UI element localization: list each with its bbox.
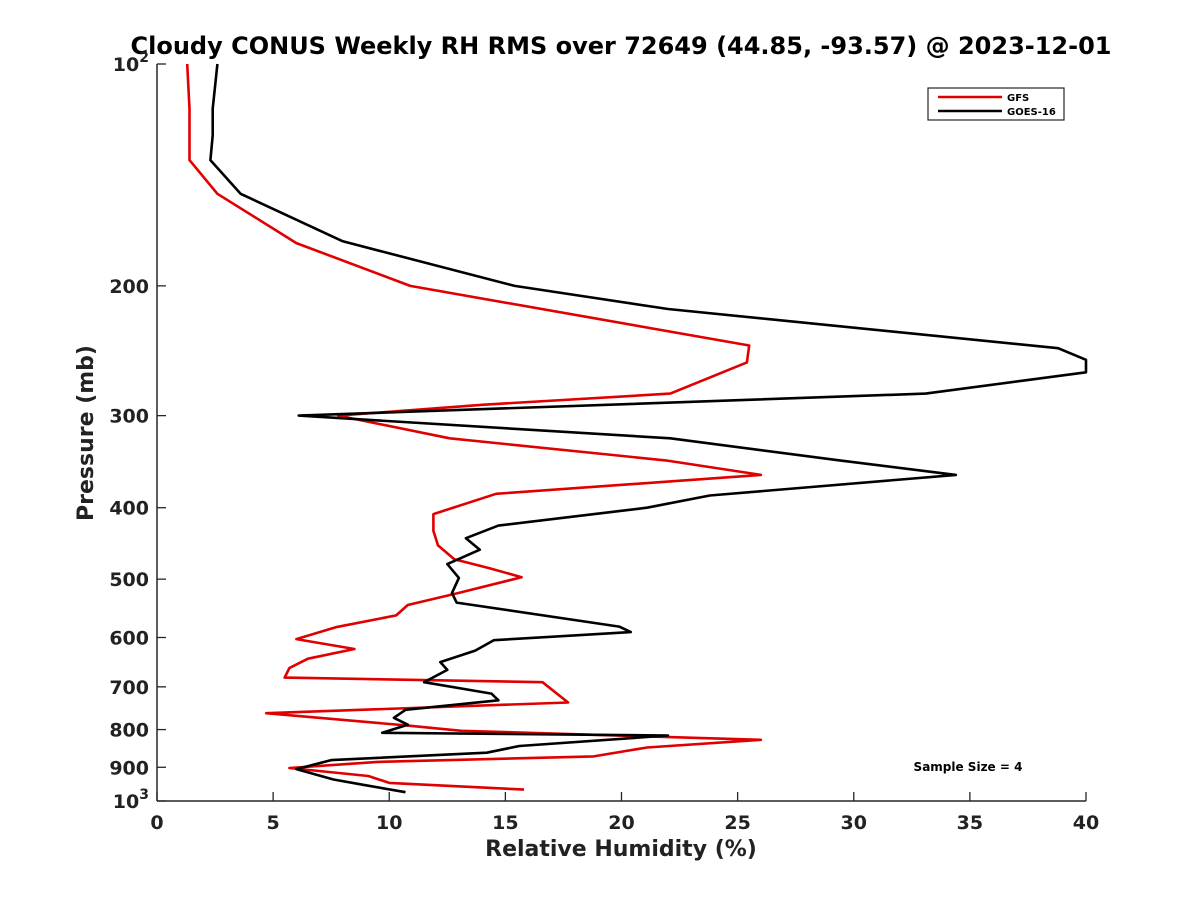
y-tick-exponent: 3 <box>139 787 149 803</box>
y-tick-base: 10 <box>113 791 139 813</box>
y-tick-exponent: 2 <box>139 50 149 66</box>
y-tick-label: 700 <box>109 677 149 699</box>
x-tick-label: 25 <box>724 812 750 834</box>
series-line-goes16 <box>209 63 1088 794</box>
y-tick-label: 300 <box>109 406 149 428</box>
series-layer <box>185 63 1088 794</box>
legend: GFS GOES-16 <box>927 87 1065 121</box>
legend-box <box>927 87 1065 121</box>
x-tick-label: 15 <box>492 812 518 834</box>
y-tick-base: 10 <box>113 54 139 76</box>
legend-label-gfs: GFS <box>1007 93 1029 104</box>
y-axis-label: Pressure (mb) <box>74 345 99 521</box>
x-ticks: 0 5 10 15 20 25 30 35 40 <box>150 792 1099 834</box>
legend-label-goes16: GOES-16 <box>1007 107 1056 118</box>
y-tick-label: 900 <box>109 757 149 779</box>
x-tick-label: 0 <box>150 812 163 834</box>
chart-title: Cloudy CONUS Weekly RH RMS over 72649 (4… <box>131 32 1112 60</box>
x-tick-label: 5 <box>267 812 280 834</box>
y-tick-label: 800 <box>109 720 149 742</box>
y-tick-label: 400 <box>109 498 149 520</box>
x-tick-label: 30 <box>841 812 867 834</box>
y-tick-label: 200 <box>109 276 149 298</box>
y-tick-label: 500 <box>109 569 149 591</box>
y-tick-label: 600 <box>109 627 149 649</box>
x-axis-label: Relative Humidity (%) <box>485 837 757 862</box>
sample-size-annotation: Sample Size = 4 <box>914 760 1023 774</box>
x-tick-label: 40 <box>1073 812 1099 834</box>
y-tick-label: 103 <box>113 787 149 813</box>
y-tick-label: 102 <box>113 50 149 76</box>
x-tick-label: 20 <box>608 812 634 834</box>
x-tick-label: 10 <box>376 812 402 834</box>
series-line-gfs <box>185 63 763 791</box>
x-tick-label: 35 <box>957 812 983 834</box>
